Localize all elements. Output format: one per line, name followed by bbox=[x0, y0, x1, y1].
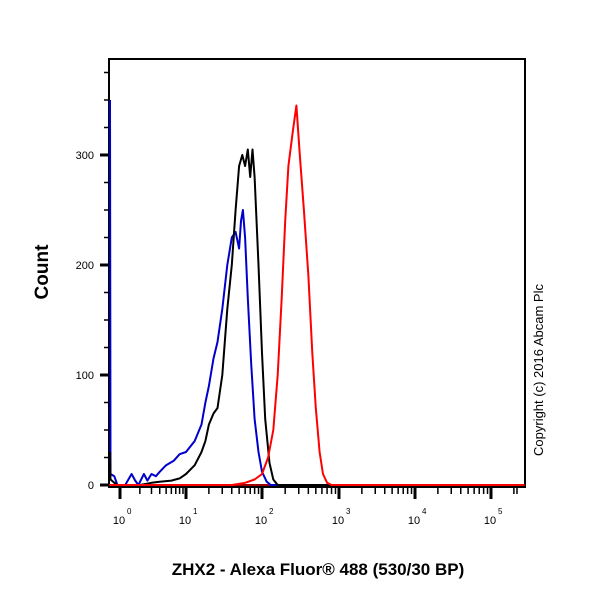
y-tick-label: 200 bbox=[76, 260, 94, 272]
x-tick-exponent: 1 bbox=[193, 507, 198, 516]
x-tick-label: 10 bbox=[113, 515, 125, 527]
y-axis: 0 100 200 300 bbox=[76, 71, 109, 492]
y-tick-label: 100 bbox=[76, 370, 94, 382]
x-tick-label: 10 bbox=[484, 515, 496, 527]
copyright-notice: Copyright (c) 2016 Abcam Plc bbox=[531, 284, 546, 456]
x-tick-exponent: 4 bbox=[422, 507, 427, 516]
y-tick-label: 300 bbox=[76, 150, 94, 162]
x-tick-label: 10 bbox=[332, 515, 344, 527]
series-unlabelled-control bbox=[109, 99, 524, 486]
x-tick-exponent: 0 bbox=[127, 507, 132, 516]
series-zhx2-antibody bbox=[110, 104, 524, 486]
y-tick-label: 0 bbox=[88, 480, 94, 492]
x-tick-label: 10 bbox=[179, 515, 191, 527]
x-tick-exponent: 5 bbox=[498, 507, 503, 516]
x-tick-label: 10 bbox=[408, 515, 420, 527]
x-tick-exponent: 3 bbox=[346, 507, 351, 516]
series-layer bbox=[109, 99, 525, 486]
y-axis-title: Count bbox=[32, 244, 53, 300]
x-tick-label: 10 bbox=[255, 515, 267, 527]
x-tick-exponent: 2 bbox=[269, 507, 274, 516]
x-axis-title: ZHX2 - Alexa Fluor® 488 (530/30 BP) bbox=[172, 560, 465, 579]
series-isotype-control bbox=[109, 148, 524, 486]
